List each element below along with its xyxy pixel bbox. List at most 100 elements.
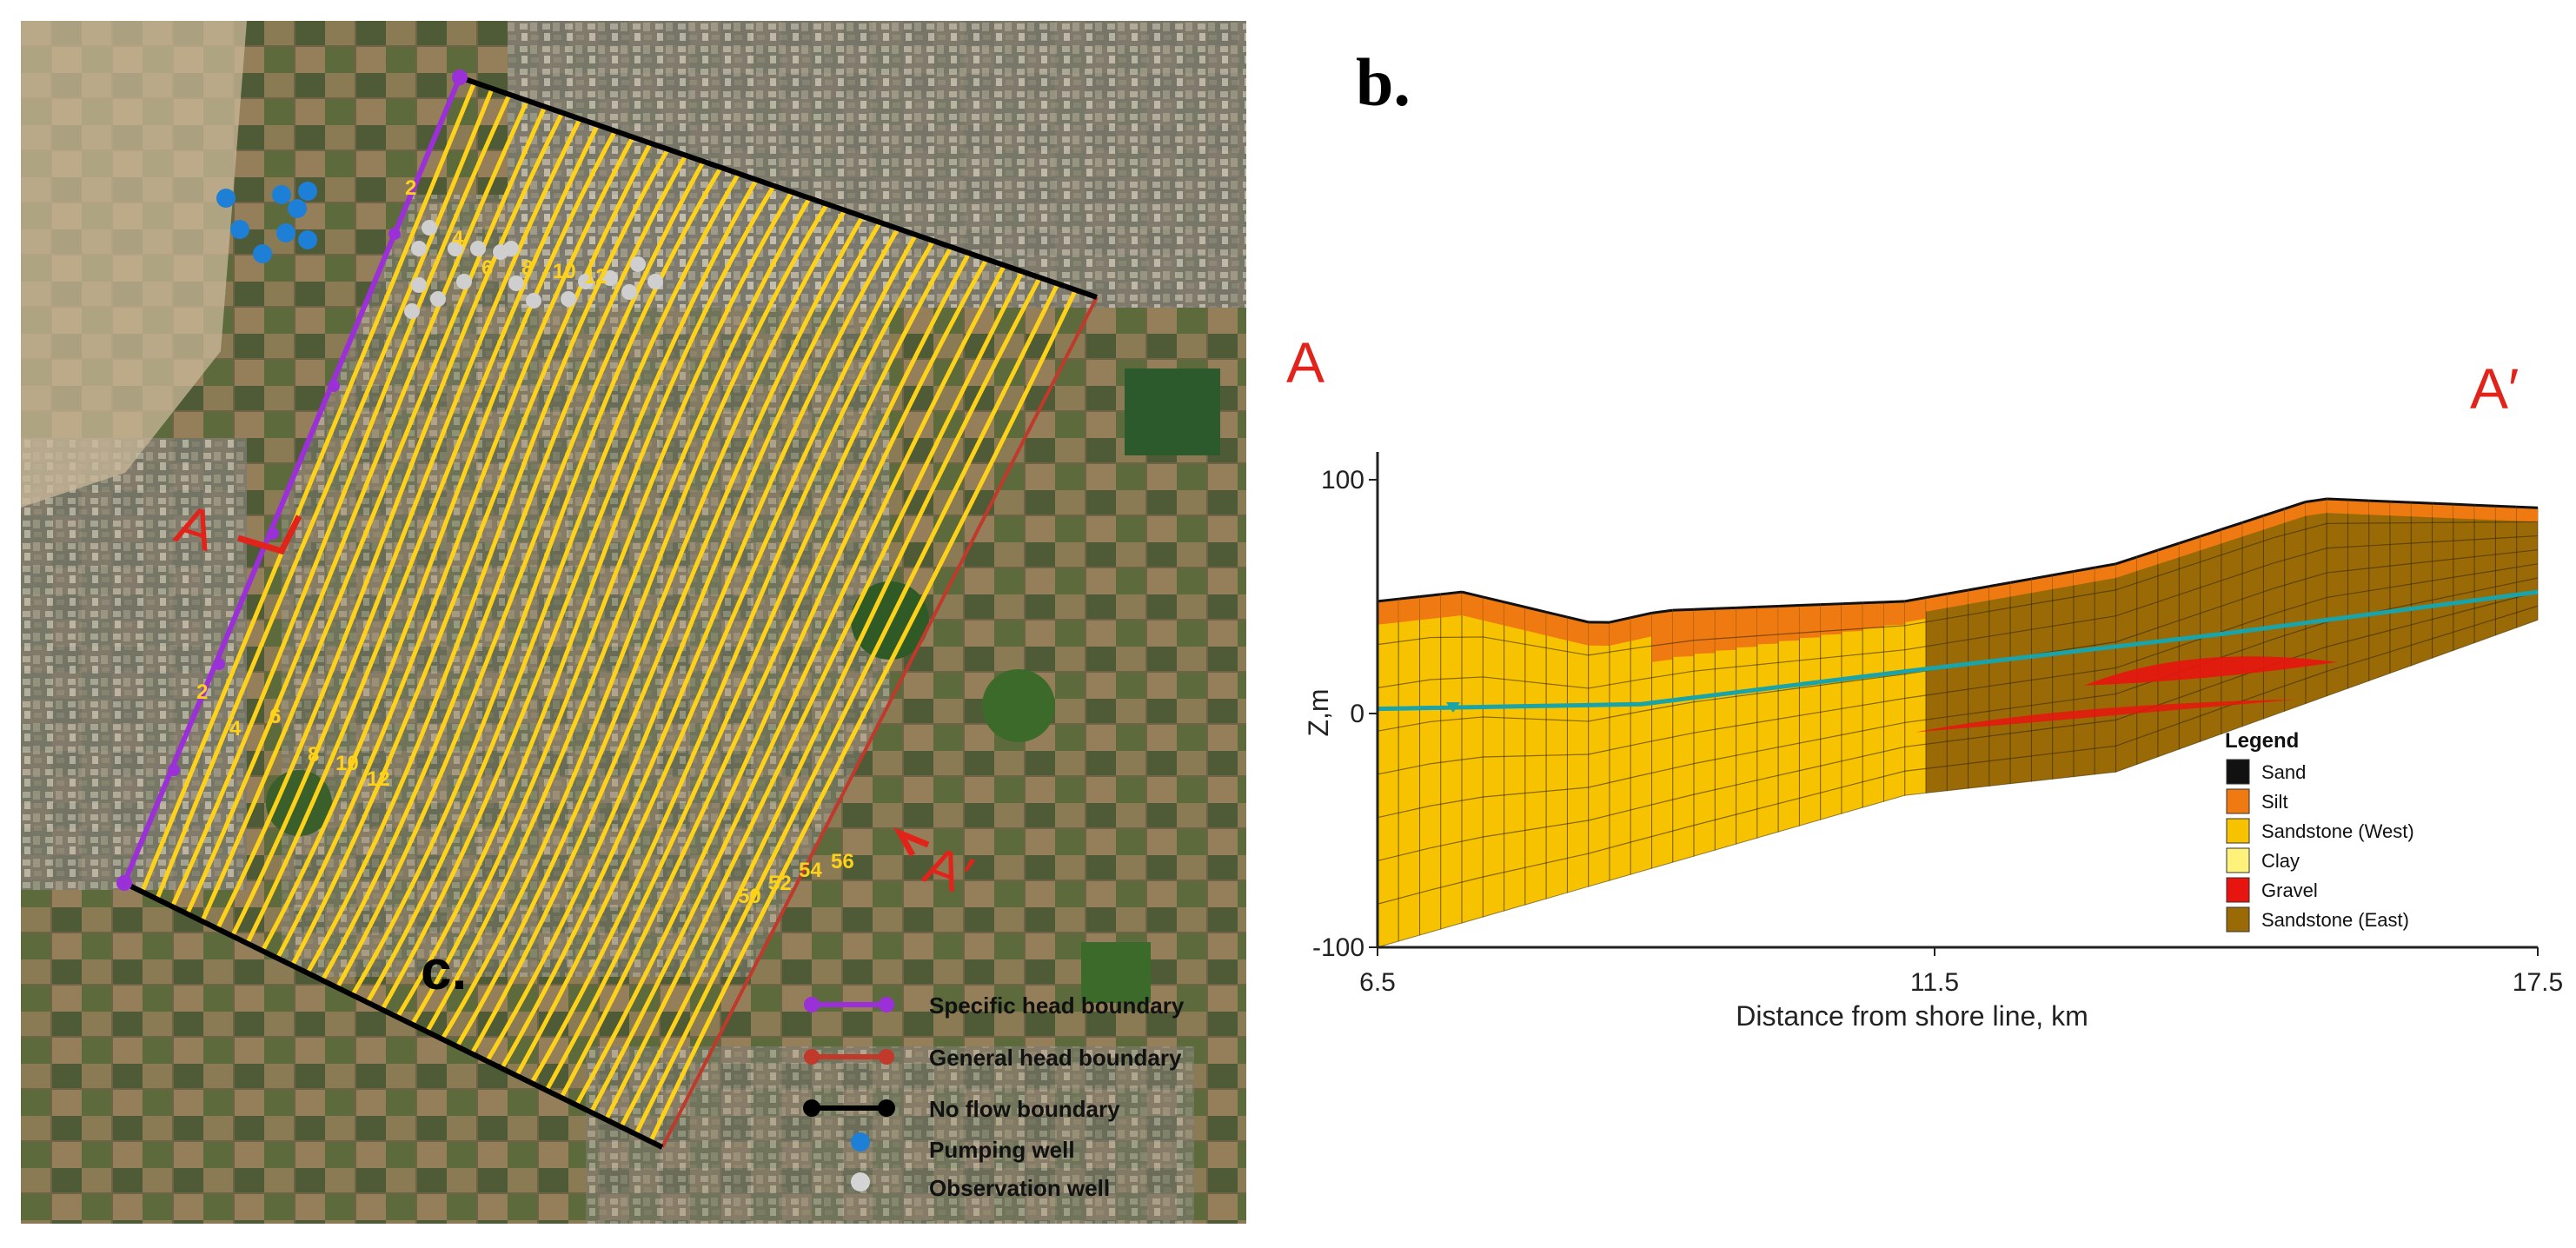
- sand-layer: [1715, 606, 1736, 610]
- sand-layer: [1778, 604, 1800, 607]
- center-pivot-field: [982, 669, 1055, 742]
- sand-layer: [1545, 610, 1568, 619]
- contour-label: 56: [831, 850, 854, 873]
- sand-layer: [2432, 501, 2453, 506]
- sand-layer: [2009, 577, 2032, 584]
- contour-line: [391, 177, 780, 1026]
- sand-layer: [2200, 528, 2222, 538]
- sand-layer: [2115, 555, 2138, 566]
- sand-layer: [1672, 607, 1695, 612]
- silt-layer: [1588, 621, 1610, 646]
- contour-line: [466, 208, 869, 1062]
- contour-labels-west: 2 4 6 8 10 12: [405, 176, 607, 289]
- observation-well: [561, 291, 576, 307]
- silt-layer: [1947, 589, 1969, 608]
- contour-label: 2: [405, 176, 416, 200]
- gravel-lens: [2084, 656, 2338, 686]
- pumping-well: [272, 185, 291, 204]
- geologic-units: [1377, 497, 2539, 948]
- sand-layer: [2516, 505, 2539, 509]
- contour-label: 10: [553, 260, 576, 283]
- contour-line: [331, 153, 710, 996]
- head-contour-lines: [136, 77, 1081, 1147]
- contour-line: [526, 232, 939, 1092]
- observation-well: [621, 284, 637, 300]
- x-tick-label: 6.5: [1359, 968, 1396, 997]
- silt-layer: [1820, 603, 1842, 635]
- contour-line: [435, 196, 833, 1047]
- silt-layer: [2474, 505, 2496, 521]
- pumping-well: [298, 182, 317, 201]
- silt-layer: [1610, 617, 1631, 646]
- sand-layer: [1504, 601, 1526, 608]
- silt-layer: [2368, 501, 2391, 516]
- silt-layer: [2411, 502, 2433, 518]
- sand-layer: [1483, 595, 1504, 604]
- observation-well: [602, 270, 618, 286]
- silt-layer: [1567, 617, 1589, 646]
- x-tick-label: 17.5: [2513, 968, 2563, 997]
- contour-label: 4: [229, 717, 242, 740]
- sand-layer: [1968, 585, 1990, 592]
- sand-layer: [1609, 616, 1631, 624]
- silt-layer: [1862, 601, 1884, 629]
- sand-layer: [1988, 581, 2011, 588]
- legend-item-pumping-well: Pumping well: [851, 1132, 1075, 1163]
- urban-area-west: [21, 438, 247, 890]
- legend-label: No flow boundary: [929, 1096, 1120, 1122]
- contour-line: [271, 129, 639, 966]
- legend-label: Gravel: [2261, 880, 2318, 901]
- sand-layer: [1524, 606, 1547, 614]
- section-marker-a-prime: [893, 827, 930, 857]
- observation-well: [411, 241, 427, 256]
- sand-layer: [1820, 602, 1842, 607]
- layer-boundary: [1377, 521, 2539, 656]
- sand-layer: [2347, 498, 2369, 502]
- no-flow-boundary-south: [123, 880, 664, 1150]
- pumping-well: [253, 244, 272, 263]
- sand-layer: [1841, 601, 1863, 606]
- sand-layer: [1925, 592, 1948, 600]
- green-field: [1125, 368, 1220, 455]
- legend-swatch: [2226, 877, 2250, 903]
- sand-layer: [1630, 611, 1652, 620]
- sand-layer: [1440, 590, 1463, 596]
- silt-layer: [1462, 592, 1484, 621]
- sand-layer: [2241, 514, 2264, 524]
- sand-layer: [2031, 574, 2053, 581]
- layer-boundary: [1377, 605, 2539, 905]
- pumping-well: [216, 189, 236, 208]
- observation-well: [430, 291, 446, 307]
- silt-layer: [2327, 499, 2348, 514]
- contour-line: [136, 77, 480, 900]
- contour-line: [286, 135, 657, 974]
- contour-label: 6: [269, 705, 281, 728]
- contour-line: [481, 214, 886, 1069]
- panel-b-label: b.: [1356, 44, 1411, 120]
- contour-line: [302, 141, 674, 981]
- pumping-well: [230, 220, 249, 239]
- sand-layer: [2073, 566, 2095, 573]
- silt-layer: [1736, 607, 1757, 648]
- contour-line: [361, 165, 745, 1011]
- sand-layer: [1398, 595, 1420, 601]
- contour-line: [510, 226, 922, 1084]
- panel-c-label: c.: [421, 939, 467, 1001]
- legend-swatch: [2226, 906, 2250, 933]
- silt-layer: [1926, 594, 1948, 612]
- legend-swatch: [2226, 847, 2250, 873]
- contour-line: [615, 269, 1046, 1135]
- silt-layer: [2074, 568, 2095, 586]
- legend-label: Sand: [2261, 761, 2306, 783]
- sand-layer: [1799, 603, 1821, 607]
- section-marker-a: [236, 514, 302, 555]
- observation-well: [503, 241, 519, 256]
- contour-label: 4: [452, 227, 464, 250]
- pumping-well: [276, 223, 295, 242]
- y-tick-labels: 100 0 -100: [1312, 466, 1364, 962]
- contour-label: 2: [196, 680, 208, 704]
- legend-label: Pumping well: [929, 1137, 1075, 1163]
- sand-layer: [2327, 497, 2348, 501]
- observation-well: [630, 256, 646, 272]
